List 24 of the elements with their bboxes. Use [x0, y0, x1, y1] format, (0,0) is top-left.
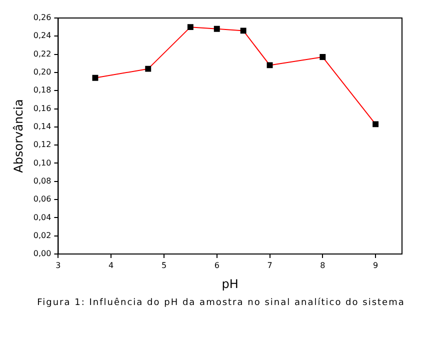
y-tick-label: 0,10 — [33, 158, 52, 168]
x-tick-label: 6 — [214, 260, 220, 270]
y-tick-label: 0,02 — [33, 230, 52, 240]
x-tick-label: 3 — [56, 260, 61, 270]
text: Figura 1: Influência do pH da amostra no sinal analítico do sistema — [36, 298, 406, 308]
y-tick-label: 0,20 — [33, 68, 52, 77]
y-tick-label: 0,06 — [33, 194, 52, 204]
y-tick-label: 0,08 — [33, 176, 52, 186]
x-tick-label: 8 — [320, 260, 326, 270]
y-tick-label: 0,00 — [33, 249, 52, 258]
y-tick-label: 0,16 — [33, 104, 52, 113]
x-axis-title: pH — [222, 276, 238, 291]
x-tick-label: 7 — [267, 260, 272, 270]
y-tick-label: 0,24 — [33, 31, 52, 40]
y-tick-label: 0,04 — [33, 212, 52, 222]
y-tick-label: 0,22 — [33, 49, 52, 58]
x-tick-label: 9 — [373, 260, 378, 270]
y-tick-label: 0,26 — [33, 13, 52, 22]
x-tick-label: 5 — [161, 260, 167, 270]
x-tick-label: 4 — [108, 260, 114, 270]
y-tick-label: 0,14 — [33, 122, 52, 131]
y-tick-label: 0,12 — [33, 140, 52, 150]
y-tick-label: 0,18 — [33, 86, 52, 95]
y-axis-title: Absorvância — [11, 99, 26, 173]
